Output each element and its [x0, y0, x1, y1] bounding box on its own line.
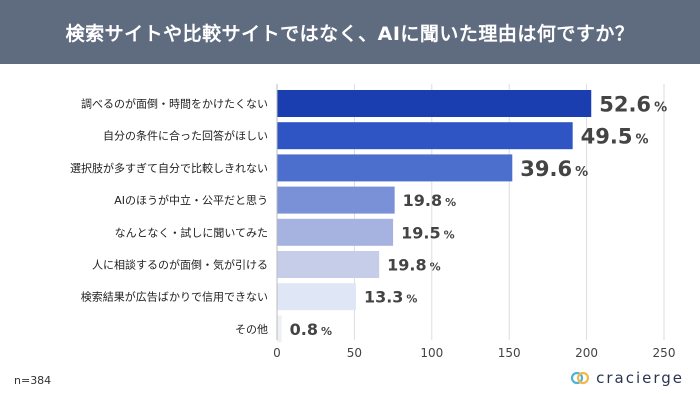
- data-label: 13.3%: [364, 288, 418, 307]
- category-label: なんとなく・試しに聞いてみた: [115, 225, 268, 239]
- bar: [277, 283, 356, 311]
- brand-name: cracierge: [596, 369, 684, 387]
- bar: [277, 251, 380, 278]
- category-label: AIのほうが中立・公平だと思う: [114, 193, 268, 207]
- data-label: 49.5%: [581, 125, 649, 149]
- bar: [277, 315, 282, 343]
- x-tick-label: 200: [575, 346, 598, 360]
- data-label: 0.8%: [290, 320, 332, 339]
- bar: [277, 90, 592, 117]
- data-label: 19.8%: [387, 256, 441, 275]
- category-label: 検索結果が広告ばかりで信用できない: [81, 290, 268, 304]
- bar: [277, 218, 394, 246]
- x-tick-label: 50: [347, 346, 362, 360]
- chart-title: 検索サイトや比較サイトではなく、AIに聞いた理由は何ですか？: [65, 22, 635, 45]
- chart-title-banner: 検索サイトや比較サイトではなく、AIに聞いた理由は何ですか？: [0, 0, 700, 64]
- category-label: 調べるのが面倒・時間をかけたくない: [81, 97, 268, 111]
- brand-icon: [570, 371, 590, 385]
- data-label: 39.6%: [520, 157, 588, 181]
- brand-logo: cracierge: [570, 368, 684, 388]
- x-tick-label: 250: [653, 346, 676, 360]
- bar: [277, 154, 513, 182]
- bar: [277, 186, 395, 214]
- bar: [277, 122, 573, 150]
- x-tick-label: 100: [420, 346, 443, 360]
- category-label: 選択肢が多すぎて自分で比較しきれない: [70, 161, 268, 175]
- sample-size-label: n=384: [14, 374, 52, 387]
- category-label: 自分の条件に合った回答がほしい: [103, 129, 268, 143]
- x-tick-label: 150: [498, 346, 521, 360]
- data-label: 52.6%: [599, 93, 667, 117]
- category-label: その他: [235, 323, 268, 336]
- data-label: 19.5%: [401, 223, 455, 242]
- x-tick-label: 0: [273, 346, 281, 360]
- data-label: 19.8%: [403, 191, 457, 210]
- category-label: 人に相談するのが面倒・気が引ける: [92, 258, 268, 272]
